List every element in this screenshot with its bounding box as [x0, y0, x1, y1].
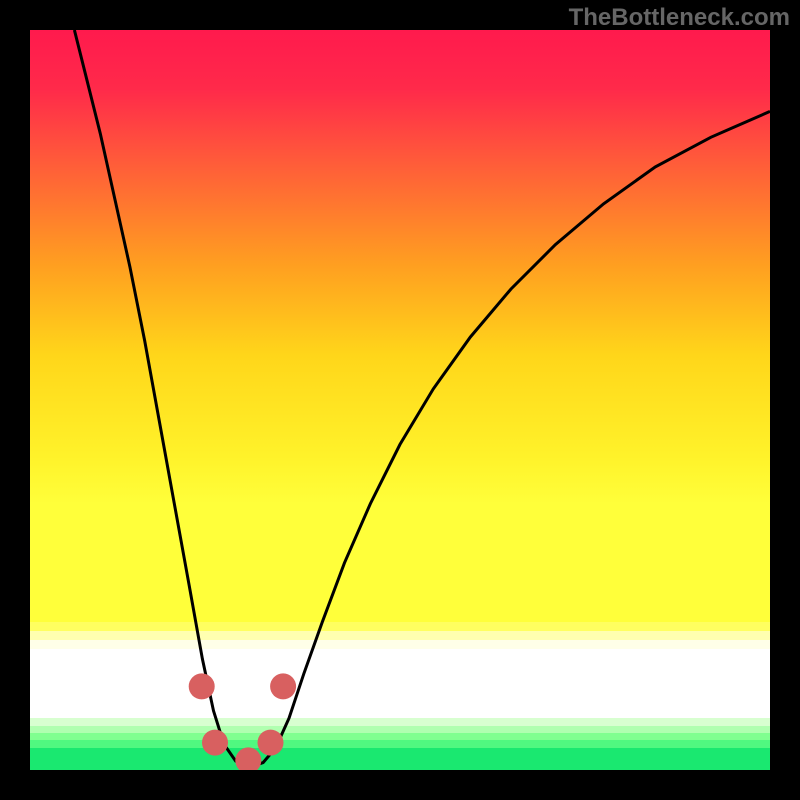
plot-area: [30, 30, 770, 770]
data-marker: [202, 730, 228, 756]
chart-container: TheBottleneck.com: [0, 0, 800, 800]
data-marker: [270, 673, 296, 699]
curve-left-branch: [74, 30, 248, 768]
data-marker: [258, 730, 284, 756]
curve-right-branch: [248, 111, 770, 767]
watermark-text: TheBottleneck.com: [569, 4, 790, 32]
data-marker: [235, 747, 261, 770]
data-marker: [189, 673, 215, 699]
curve-layer: [30, 30, 770, 770]
